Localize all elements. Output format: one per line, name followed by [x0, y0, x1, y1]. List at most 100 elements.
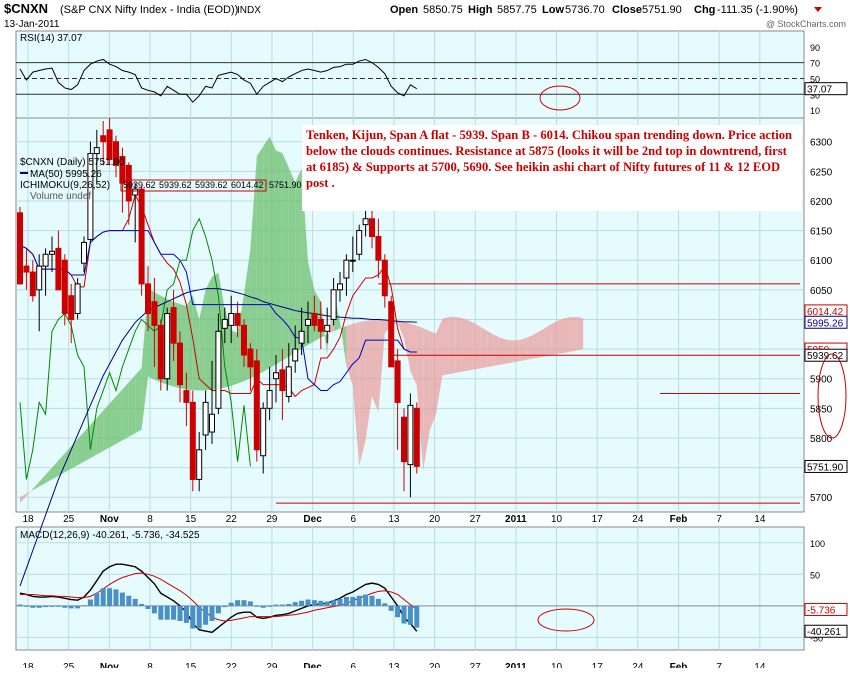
- price-badge-highlight-ellipse: [817, 353, 847, 439]
- symbol-title: $CNXN: [4, 1, 48, 16]
- cloud-segment: [538, 328, 545, 358]
- cloud-segment: [525, 335, 532, 360]
- macd-histogram-bar: [107, 588, 113, 606]
- macd-histogram-bar: [158, 605, 164, 620]
- candle-body: [196, 449, 203, 480]
- cloud-segment: [512, 340, 520, 363]
- x-tick-label: 17: [592, 662, 604, 668]
- cloud-segment: [352, 322, 360, 467]
- kijun-line: [19, 230, 417, 392]
- macd-histogram-bar: [260, 605, 266, 608]
- x-tick-label: 20: [429, 514, 441, 525]
- svg-text:5939.62: 5939.62: [159, 180, 192, 190]
- candle-body: [106, 129, 113, 160]
- macd-histogram-bar: [363, 594, 369, 606]
- macd-histogram-bar: [23, 605, 29, 607]
- macd-histogram-bar: [286, 603, 292, 606]
- macd-histogram-bar: [375, 598, 381, 606]
- cloud-segment: [474, 323, 481, 370]
- macd-histogram-bar: [151, 605, 157, 614]
- annotation-text: Tenken, Kijun, Span A flat - 5939. Span …: [306, 128, 793, 190]
- price-legend: $CNXN (Daily) 5751.90 MA(50) 5995.26 ICH…: [20, 157, 302, 202]
- macd-histogram-bar: [62, 605, 68, 608]
- macd-badge-box: [804, 602, 848, 616]
- x-tick-label: 7: [716, 662, 722, 668]
- cloud-segment: [237, 294, 244, 384]
- cloud-segment: [20, 493, 27, 504]
- macd-histogram-bar: [267, 605, 273, 607]
- price-badge: 5939.62: [807, 351, 844, 362]
- ma50-line: [19, 288, 417, 587]
- x-tick-label: 29: [266, 514, 278, 525]
- cloud-segment: [32, 481, 40, 491]
- rsi-highlight-ellipse: [539, 85, 581, 111]
- cloud-segment: [77, 432, 84, 466]
- indicator-lines: [19, 58, 418, 634]
- cloud-segment: [551, 320, 558, 356]
- cloud-segment: [263, 136, 270, 372]
- cloud-segment: [359, 320, 366, 467]
- x-tick-label: Nov: [100, 514, 119, 525]
- macd-histogram-bar: [87, 599, 93, 606]
- cloud-segment: [487, 330, 494, 368]
- candle-body: [343, 259, 350, 279]
- macd-histogram-bar: [395, 605, 401, 618]
- macd-panel: [15, 526, 805, 651]
- x-tick-label: 14: [754, 662, 766, 668]
- cloud-segment: [372, 319, 379, 413]
- macd-histogram-bar: [49, 605, 55, 607]
- macd-histogram-bar: [81, 605, 87, 607]
- rsi-line: [19, 58, 418, 103]
- svg-text:6014.42: 6014.42: [231, 180, 264, 190]
- macd-badge: -40.261: [807, 627, 841, 638]
- macd-histogram-bar: [311, 600, 317, 606]
- candle-body: [228, 313, 235, 326]
- price-tick-label: 6200: [810, 197, 833, 208]
- x-tick-label: 18: [22, 662, 34, 668]
- cloud-segment: [26, 488, 33, 497]
- candle-body: [189, 401, 196, 480]
- x-tick-label: 6: [350, 662, 356, 668]
- cloud-segment: [404, 322, 411, 372]
- price-badge-box: [804, 348, 848, 362]
- svg-text:Open: Open: [390, 4, 418, 16]
- x-tick-label: 2011: [505, 662, 527, 668]
- candle-body: [266, 390, 273, 409]
- cloud-segment: [135, 368, 142, 434]
- candle-body: [349, 259, 356, 262]
- macd-histogram-bar: [388, 605, 394, 611]
- rsi-tick-label: 30: [810, 90, 820, 100]
- x-tick-label: 10: [551, 662, 563, 668]
- cloud-segment: [532, 331, 539, 359]
- cloud-segment: [256, 146, 264, 376]
- ohlc-readout: Open 5850.75 High 5857.75 Low 5736.70 Cl…: [390, 4, 822, 16]
- cloud-segment: [231, 330, 238, 386]
- annotation-box: [302, 125, 802, 211]
- price-tick-label: 6050: [810, 286, 833, 297]
- candle-body: [125, 164, 132, 202]
- macd-histogram-bar: [203, 605, 209, 625]
- price-badge-box: [804, 315, 848, 329]
- macd-histogram-bar: [279, 604, 285, 606]
- svg-text:Chg: Chg: [694, 4, 715, 16]
- candle-body: [151, 301, 158, 326]
- candle-body: [68, 295, 75, 320]
- cloud-segment: [570, 316, 577, 352]
- candle-body: [221, 318, 228, 329]
- candle-body: [253, 360, 260, 451]
- x-tick-label: 25: [63, 514, 75, 525]
- macd-histogram-bar: [292, 602, 298, 606]
- macd-histogram-bar: [299, 600, 305, 606]
- cloud-segment: [269, 136, 276, 369]
- cloud-segment: [58, 453, 65, 476]
- cloud-segment: [544, 324, 552, 357]
- x-tick-label: 2011: [505, 514, 527, 525]
- macd-histogram-bar: [164, 605, 170, 620]
- candle-body: [234, 313, 241, 326]
- price-tick-label: 6300: [810, 138, 833, 149]
- candle-body: [401, 416, 407, 463]
- candle-body: [157, 324, 164, 380]
- price-tick-label: 5700: [810, 493, 833, 504]
- candle-body: [330, 289, 337, 320]
